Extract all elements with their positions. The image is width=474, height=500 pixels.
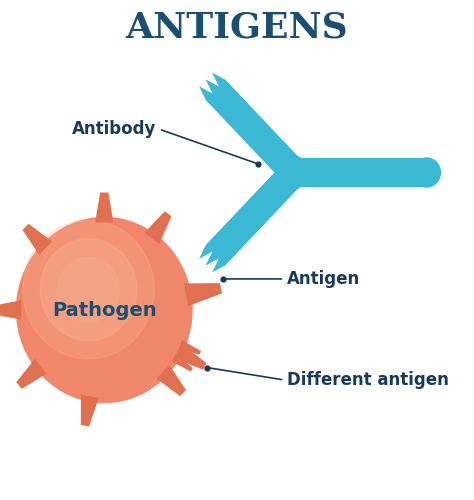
Polygon shape [81,394,99,426]
Polygon shape [156,365,186,396]
Circle shape [23,220,154,359]
Circle shape [58,258,119,322]
Polygon shape [184,283,222,306]
Polygon shape [174,344,206,370]
Polygon shape [0,300,21,320]
Text: Different antigen: Different antigen [287,371,449,389]
Text: Antigen: Antigen [287,270,360,288]
Polygon shape [95,192,113,222]
Polygon shape [23,224,52,255]
Polygon shape [145,211,172,244]
Polygon shape [294,158,427,187]
Polygon shape [179,340,201,355]
Circle shape [279,156,309,188]
Text: ANTIGENS: ANTIGENS [126,10,348,44]
Text: Pathogen: Pathogen [52,300,156,320]
Text: Antibody: Antibody [72,120,156,138]
Polygon shape [199,72,304,183]
Polygon shape [172,354,193,372]
Polygon shape [16,359,46,389]
Polygon shape [199,162,304,272]
Circle shape [40,239,137,340]
Circle shape [413,158,440,187]
Circle shape [17,218,192,402]
